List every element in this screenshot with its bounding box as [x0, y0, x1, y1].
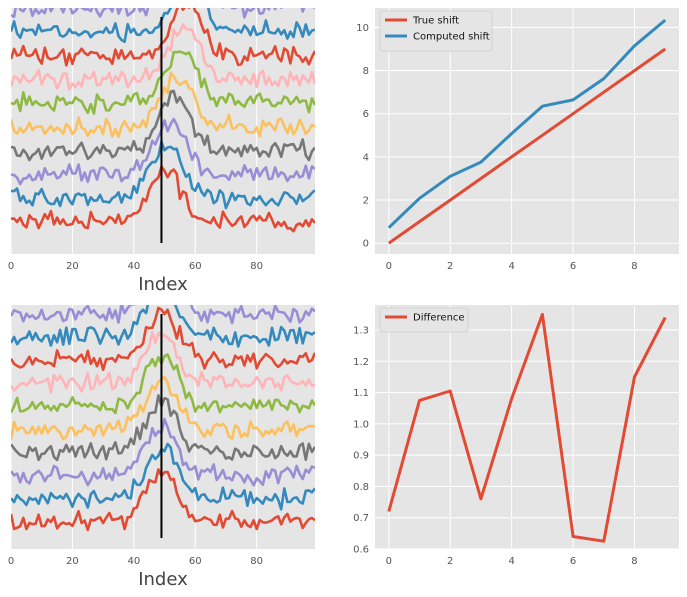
plot-background [375, 305, 679, 549]
signal-line-8 [11, 306, 315, 371]
x-tick-label: 8 [631, 556, 637, 567]
y-tick-label: 0.6 [353, 545, 369, 556]
gridlines [10, 305, 258, 549]
x-tick-label: 20 [66, 261, 79, 272]
gridlines [375, 305, 679, 550]
x-tick-label: 20 [66, 556, 79, 567]
x-axis-label: Index [138, 274, 188, 295]
signal-lines [11, 8, 315, 233]
legend: True shift Computed shift [379, 10, 493, 52]
y-tick-label: 0.9 [353, 451, 369, 462]
signal-line-3 [11, 417, 315, 487]
x-tick-label: 2 [447, 261, 453, 272]
signal-line-4 [11, 89, 315, 162]
signal-line-2 [11, 140, 315, 210]
signal-line-3 [11, 117, 315, 186]
series-line-difference [387, 312, 667, 543]
y-tick-label: 0 [363, 239, 369, 250]
y-tick-label: 4 [363, 152, 369, 163]
signal-line-9 [11, 8, 315, 44]
panel-bottom-left-aligned-signals: 0 20 40 60 80 Index [8, 305, 315, 590]
legend-label: Difference [413, 313, 465, 324]
x-tick-label: 0 [8, 556, 14, 567]
signal-line-1 [11, 165, 315, 233]
x-tick-label: 0 [8, 261, 14, 272]
legend-label: Computed shift [413, 32, 490, 43]
signal-line-9 [11, 305, 315, 348]
legend: Difference [379, 307, 469, 333]
signal-lines [11, 305, 315, 532]
x-tick-label: 80 [250, 261, 263, 272]
x-axis-label: Index [138, 569, 188, 590]
y-tick-label: 1.2 [353, 357, 369, 368]
signal-line-8 [11, 8, 315, 67]
panel-top-right-shift-comparison: 0 2 4 6 8 0 2 4 6 8 10 True shift Computed shift [356, 8, 679, 272]
x-tick-label: 60 [189, 261, 202, 272]
x-tick-label: 2 [447, 556, 453, 567]
y-tick-label: 1.0 [353, 419, 369, 430]
legend-label: True shift [412, 16, 459, 27]
signal-line-10 [11, 305, 315, 325]
signal-line-7 [11, 23, 315, 91]
signal-line-5 [11, 375, 315, 441]
y-tick-label: 8 [363, 66, 369, 77]
x-tick-label: 0 [386, 261, 392, 272]
x-tick-label: 60 [189, 556, 202, 567]
y-tick-label: 1.3 [353, 326, 369, 337]
x-tick-label: 40 [127, 261, 140, 272]
series-line-true-shift [387, 47, 667, 245]
signal-line-7 [11, 331, 315, 394]
y-tick-label: 0.7 [353, 513, 369, 524]
x-tick-label: 6 [570, 556, 576, 567]
signal-line-4 [11, 394, 315, 462]
signal-line-2 [11, 442, 315, 511]
panel-bottom-right-difference: 0 2 4 6 8 0.6 0.7 0.8 0.9 1.0 1.1 1.2 1.3 Difference [353, 305, 679, 567]
y-tick-label: 2 [363, 196, 369, 207]
legend-box [379, 10, 493, 52]
x-tick-label: 4 [508, 556, 514, 567]
y-tick-label: 0.8 [353, 482, 369, 493]
y-tick-label: 6 [363, 109, 369, 120]
signal-line-10 [11, 8, 315, 19]
legend-box [379, 307, 469, 333]
x-tick-label: 4 [508, 261, 514, 272]
signal-line-6 [11, 353, 315, 415]
x-tick-label: 0 [386, 556, 392, 567]
y-tick-label: 1.1 [353, 388, 369, 399]
signal-line-1 [11, 468, 315, 532]
panel-top-left-signals: 0 20 40 60 80 Index [8, 8, 315, 295]
signal-line-5 [11, 71, 315, 139]
x-tick-label: 6 [570, 261, 576, 272]
y-tick-label: 10 [356, 23, 369, 34]
x-tick-label: 8 [631, 261, 637, 272]
series-line-computed-shift [387, 18, 667, 229]
signal-line-6 [11, 50, 315, 115]
x-tick-label: 80 [250, 556, 263, 567]
x-tick-label: 40 [127, 556, 140, 567]
